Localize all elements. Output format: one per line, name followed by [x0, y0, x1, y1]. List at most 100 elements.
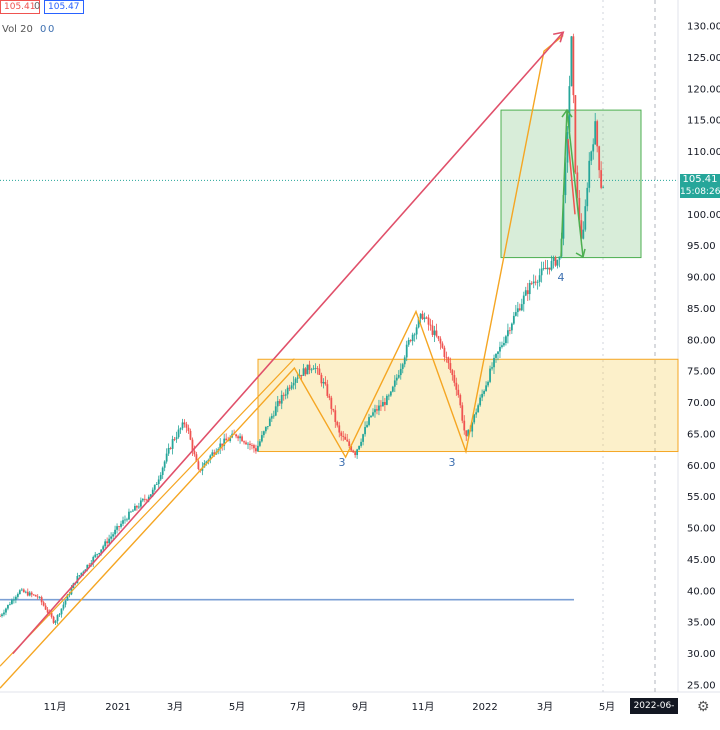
- x-tick-label: 7月: [290, 701, 306, 713]
- candle-body: [219, 443, 222, 450]
- candle-body: [169, 447, 172, 449]
- candle-body: [165, 453, 168, 462]
- candle-body: [112, 534, 114, 537]
- current-price-tag: 105.41 15:08:26: [680, 174, 720, 198]
- candle-body: [64, 600, 67, 605]
- candle-body: [354, 452, 357, 456]
- candle-body: [167, 447, 170, 454]
- candle-body: [405, 344, 408, 358]
- wave-label-1: 3: [339, 456, 346, 469]
- candle-body: [558, 256, 561, 260]
- candle-body: [389, 391, 392, 396]
- candle-body: [322, 381, 325, 384]
- candle-body: [326, 384, 329, 396]
- candle-body: [473, 414, 476, 423]
- candle-body: [3, 612, 5, 615]
- candle-body: [262, 431, 265, 436]
- candle-body: [348, 441, 351, 446]
- candle-body: [437, 336, 440, 339]
- candle-body: [403, 357, 406, 365]
- candle-body: [223, 438, 226, 446]
- candle-body: [481, 393, 484, 398]
- green-down-arrow: [566, 110, 584, 258]
- candle-body: [586, 187, 589, 207]
- candle-body: [439, 338, 442, 344]
- wave-label-2: 3: [449, 456, 456, 469]
- candle-body: [340, 432, 343, 436]
- candle-body: [255, 448, 257, 452]
- candle-body: [596, 121, 599, 147]
- candle-body: [26, 591, 29, 596]
- candle-body: [360, 441, 362, 446]
- y-tick-label: 110.00: [687, 147, 720, 158]
- y-tick-label: 55.00: [687, 492, 716, 503]
- candle-body: [56, 615, 59, 622]
- candle-body: [116, 526, 118, 530]
- candle-body: [376, 409, 378, 411]
- y-tick-label: 25.00: [687, 681, 716, 692]
- candle-body: [346, 439, 349, 442]
- candle-body: [497, 351, 499, 354]
- candle-body: [151, 489, 154, 495]
- y-tick-label: 50.00: [687, 524, 716, 535]
- candle-body: [548, 267, 551, 270]
- candle-body: [247, 443, 249, 445]
- candle-body: [221, 443, 224, 446]
- candle-body: [0, 615, 1, 617]
- candle-body: [312, 368, 315, 370]
- candle-body: [195, 454, 198, 462]
- candle-body: [104, 541, 107, 547]
- candle-body: [153, 484, 156, 490]
- candle-body: [288, 387, 291, 389]
- candle-body: [546, 267, 549, 270]
- date-tag: 2022-06-16: [630, 698, 678, 727]
- candle-body: [588, 160, 591, 188]
- candle-body: [564, 162, 567, 196]
- candle-body: [193, 450, 196, 455]
- y-tick-label: 80.00: [687, 335, 716, 346]
- candle-body: [485, 385, 487, 391]
- candle-body: [445, 356, 448, 358]
- candle-body: [1, 614, 3, 617]
- candle-body: [395, 377, 398, 381]
- x-tick-label: 3月: [167, 701, 183, 713]
- candle-body: [159, 474, 162, 480]
- candle-body: [465, 430, 468, 437]
- candle-body: [134, 506, 136, 511]
- vol-value-2: 0: [48, 24, 55, 35]
- countdown: 15:08:26: [680, 187, 720, 197]
- y-tick-label: 120.00: [687, 84, 720, 95]
- candle-body: [282, 394, 285, 396]
- candle-body: [310, 369, 313, 371]
- candle-body: [495, 353, 497, 358]
- candle-body: [161, 467, 164, 475]
- candle-body: [318, 368, 321, 375]
- y-tick-label: 125.00: [687, 53, 720, 64]
- candle-body: [330, 397, 333, 409]
- candle-body: [380, 405, 382, 407]
- y-tick-label: 40.00: [687, 586, 716, 597]
- candle-body: [300, 374, 303, 376]
- candle-body: [594, 121, 597, 145]
- candle-body: [538, 275, 541, 282]
- candle-body: [453, 375, 456, 383]
- x-tick-label: 11月: [412, 701, 435, 713]
- candle-body: [185, 424, 188, 428]
- candle-body: [483, 390, 485, 394]
- candle-body: [425, 317, 428, 319]
- candle-body: [530, 282, 533, 284]
- candle-body: [5, 608, 7, 613]
- candle-body: [493, 357, 495, 368]
- gear-icon[interactable]: ⚙: [697, 698, 710, 714]
- candle-body: [294, 378, 297, 383]
- candle-body: [352, 450, 355, 453]
- x-tick-label: 3月: [537, 701, 553, 713]
- candle-body: [183, 422, 186, 425]
- y-tick-label: 100.00: [687, 210, 720, 221]
- candle-body: [243, 441, 245, 443]
- candle-body: [397, 375, 400, 378]
- candle-body: [423, 317, 426, 320]
- candle-body: [516, 308, 519, 313]
- candle-body: [417, 318, 420, 328]
